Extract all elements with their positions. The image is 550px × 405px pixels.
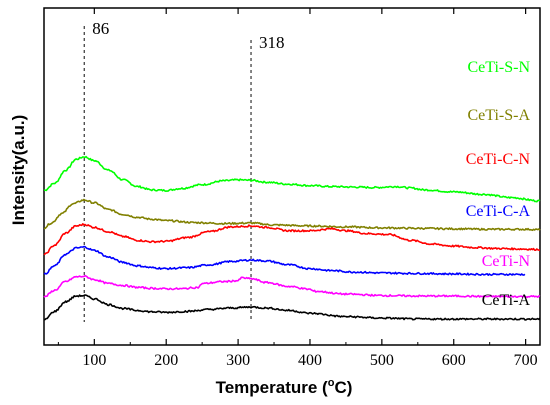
plot-frame	[43, 7, 541, 346]
x-tick-label: 500	[370, 352, 394, 369]
x-axis-title-superscript: o	[328, 377, 335, 389]
x-axis-title-unit: C)	[334, 378, 352, 397]
annotation-label-86: 86	[92, 19, 109, 38]
y-axis-title: Intensity(a.u.)	[9, 115, 28, 226]
x-tick-label: 600	[442, 352, 466, 369]
series-label-CeTi-A: CeTi-A	[482, 292, 531, 309]
x-tick-label: 200	[154, 352, 178, 369]
x-tick-label: 400	[298, 352, 322, 369]
x-tick-label: 300	[226, 352, 250, 369]
annotation-layer: 86 318	[83, 19, 285, 322]
series-line-CeTi-S-A	[43, 198, 541, 232]
series-label-CeTi-S-N: CeTi-S-N	[467, 59, 530, 76]
series-label-CeTi-N: CeTi-N	[482, 253, 531, 270]
x-axis-ticks: 100 200 300 400 500 600 700	[57, 8, 538, 369]
series-line-CeTi-N	[43, 274, 541, 299]
series-label-CeTi-C-N: CeTi-C-N	[466, 151, 531, 168]
series-line-CeTi-C-N	[43, 223, 541, 256]
plot-border	[43, 7, 541, 346]
annotation-label-318: 318	[259, 33, 285, 52]
series-line-CeTi-C-A	[43, 245, 526, 276]
x-tick-label: 100	[82, 352, 106, 369]
x-tick-label: 700	[514, 352, 538, 369]
series-layer: CeTi-S-N CeTi-S-A CeTi-C-N CeTi-C-A CeTi-N Ce…	[43, 59, 541, 321]
x-axis-title-main: Temperature (	[216, 378, 328, 397]
series-label-CeTi-S-A: CeTi-S-A	[467, 107, 530, 124]
series-line-CeTi-S-N	[43, 155, 541, 203]
x-axis-title: Temperature (oC)	[216, 377, 353, 397]
series-label-CeTi-C-A: CeTi-C-A	[466, 203, 531, 220]
series-line-CeTi-A	[43, 294, 541, 321]
